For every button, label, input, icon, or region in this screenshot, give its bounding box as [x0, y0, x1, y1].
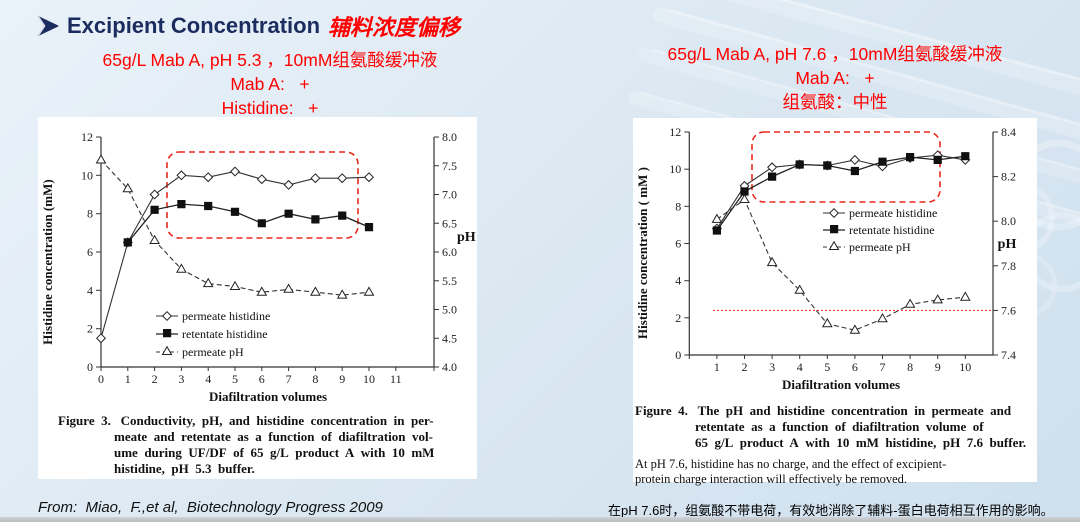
- svg-text:6.0: 6.0: [442, 245, 457, 259]
- svg-text:permeate pH: permeate pH: [849, 240, 911, 254]
- svg-text:6.5: 6.5: [442, 216, 457, 230]
- svg-text:8.4: 8.4: [1001, 125, 1016, 139]
- svg-text:10: 10: [363, 372, 375, 386]
- svg-text:7: 7: [880, 360, 886, 374]
- svg-text:0: 0: [675, 348, 681, 362]
- svg-text:4.5: 4.5: [442, 331, 457, 345]
- svg-text:5: 5: [232, 372, 238, 386]
- svg-text:Diafiltration volumes: Diafiltration volumes: [782, 377, 900, 392]
- svg-text:5: 5: [824, 360, 830, 374]
- svg-text:9: 9: [339, 372, 345, 386]
- svg-text:12: 12: [81, 130, 93, 144]
- svg-text:4: 4: [205, 372, 211, 386]
- svg-text:0: 0: [98, 372, 104, 386]
- svg-text:retentate histidine: retentate histidine: [182, 327, 268, 341]
- svg-text:5.0: 5.0: [442, 303, 457, 317]
- svg-text:permeate pH: permeate pH: [182, 345, 244, 359]
- svg-text:10: 10: [959, 360, 971, 374]
- svg-text:7: 7: [286, 372, 292, 386]
- svg-text:pH: pH: [457, 230, 476, 245]
- svg-text:2: 2: [675, 311, 681, 325]
- svg-text:7.0: 7.0: [442, 188, 457, 202]
- svg-text:Diafiltration volumes: Diafiltration volumes: [209, 389, 327, 404]
- svg-text:8.2: 8.2: [1001, 170, 1016, 184]
- svg-text:3: 3: [769, 360, 775, 374]
- svg-text:7.4: 7.4: [1001, 348, 1016, 362]
- svg-text:4: 4: [797, 360, 803, 374]
- svg-text:8: 8: [312, 372, 318, 386]
- svg-text:1: 1: [125, 372, 131, 386]
- svg-text:2: 2: [87, 322, 93, 336]
- svg-text:4: 4: [675, 274, 681, 288]
- svg-text:1: 1: [714, 360, 720, 374]
- svg-text:9: 9: [935, 360, 941, 374]
- svg-text:6: 6: [87, 245, 93, 259]
- svg-text:4.0: 4.0: [442, 360, 457, 374]
- svg-text:8.0: 8.0: [442, 130, 457, 144]
- svg-text:4: 4: [87, 283, 93, 297]
- svg-text:pH: pH: [998, 237, 1017, 252]
- svg-text:10: 10: [81, 168, 93, 182]
- svg-text:12: 12: [669, 125, 681, 139]
- svg-text:8: 8: [87, 207, 93, 221]
- svg-text:7.6: 7.6: [1001, 303, 1016, 317]
- svg-text:8.0: 8.0: [1001, 214, 1016, 228]
- svg-text:5.5: 5.5: [442, 274, 457, 288]
- svg-text:8: 8: [907, 360, 913, 374]
- svg-text:retentate histidine: retentate histidine: [849, 223, 935, 237]
- svg-text:6: 6: [852, 360, 858, 374]
- svg-text:6: 6: [675, 237, 681, 251]
- svg-text:permeate histidine: permeate histidine: [182, 309, 270, 323]
- svg-text:2: 2: [742, 360, 748, 374]
- svg-text:11: 11: [390, 372, 402, 386]
- svg-text:8: 8: [675, 199, 681, 213]
- svg-text:7.8: 7.8: [1001, 259, 1016, 273]
- svg-text:6: 6: [259, 372, 265, 386]
- svg-text:3: 3: [178, 372, 184, 386]
- svg-text:2: 2: [152, 372, 158, 386]
- svg-text:7.5: 7.5: [442, 159, 457, 173]
- svg-text:Histidine concentration (mM): Histidine concentration (mM): [40, 179, 55, 344]
- svg-text:permeate histidine: permeate histidine: [849, 206, 937, 220]
- svg-text:Histidine concentration ( mM ): Histidine concentration ( mM ): [635, 167, 650, 339]
- svg-text:10: 10: [669, 162, 681, 176]
- svg-text:0: 0: [87, 360, 93, 374]
